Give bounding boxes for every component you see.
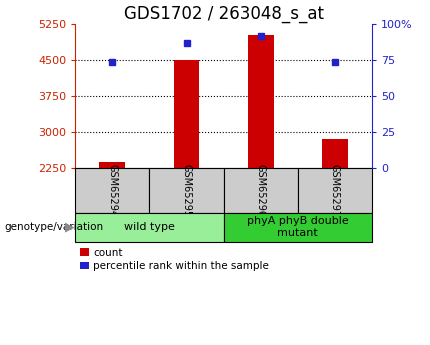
Text: GSM65295: GSM65295 xyxy=(181,164,191,217)
Bar xyxy=(224,213,372,242)
Legend: count, percentile rank within the sample: count, percentile rank within the sample xyxy=(80,248,269,271)
Bar xyxy=(248,35,273,168)
Text: genotype/variation: genotype/variation xyxy=(4,222,104,232)
Bar xyxy=(298,168,372,213)
Text: GSM65296: GSM65296 xyxy=(256,164,266,217)
Text: ▶: ▶ xyxy=(64,220,74,234)
Bar xyxy=(75,213,224,242)
Title: GDS1702 / 263048_s_at: GDS1702 / 263048_s_at xyxy=(123,5,324,23)
Text: GSM65294: GSM65294 xyxy=(108,164,117,217)
Bar xyxy=(150,168,224,213)
Bar xyxy=(322,139,348,168)
Bar xyxy=(75,168,150,213)
Text: GSM65297: GSM65297 xyxy=(330,164,340,217)
Bar xyxy=(174,60,200,168)
Text: phyA phyB double
mutant: phyA phyB double mutant xyxy=(247,216,349,238)
Bar xyxy=(99,162,125,168)
Bar xyxy=(224,168,298,213)
Text: wild type: wild type xyxy=(124,222,175,232)
